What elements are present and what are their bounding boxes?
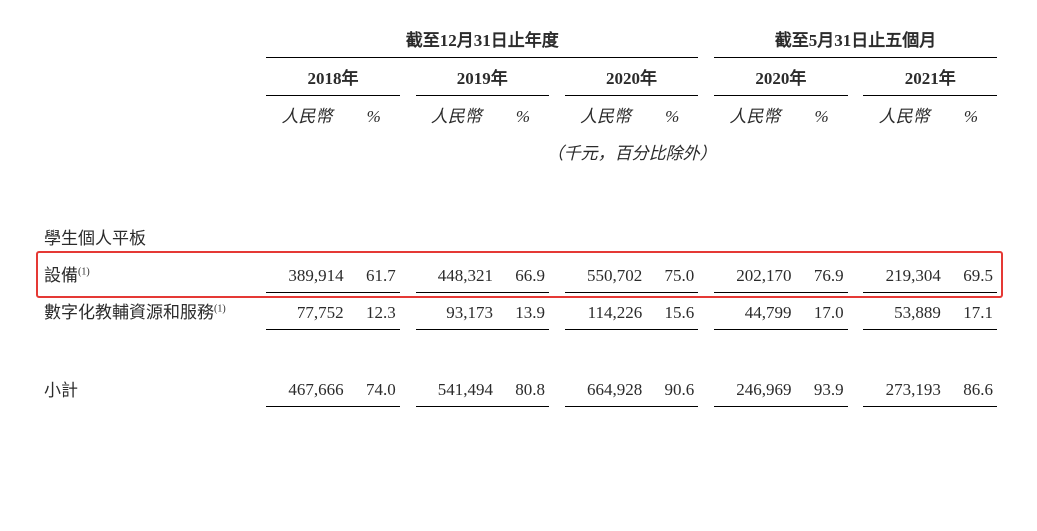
row-digital-note: (1) [214,303,226,314]
device-2020-pct: 75.0 [646,255,698,292]
device-2019-rmb: 448,321 [416,255,497,292]
digital-2021-5m-rmb: 53,889 [863,292,944,329]
year-2020-5m: 2020年 [714,58,847,96]
year-2021-5m: 2021年 [863,58,997,96]
digital-2020-5m-rmb: 44,799 [714,292,795,329]
subtotal-2019-rmb: 541,494 [416,370,497,407]
section-title: 學生個人平板 [40,218,997,255]
period-five-month: 截至5月31日止五個月 [714,20,997,58]
device-2020-rmb: 550,702 [565,255,646,292]
subtotal-2018-pct: 74.0 [348,370,400,407]
col-pct-2020-5m: % [796,96,848,134]
col-rmb-2020-5m: 人民幣 [714,96,795,134]
digital-2019-pct: 13.9 [497,292,549,329]
row-device-note: (1) [78,266,90,277]
col-pct-2020: % [646,96,698,134]
digital-2020-pct: 15.6 [646,292,698,329]
subtotal-2020-rmb: 664,928 [565,370,646,407]
year-2018: 2018年 [266,58,399,96]
col-pct-2021-5m: % [945,96,997,134]
subtotal-2018-rmb: 467,666 [266,370,347,407]
col-pct-2018: % [348,96,400,134]
col-rmb-2021-5m: 人民幣 [863,96,944,134]
header-period-groups: 截至12月31日止年度 截至5月31日止五個月 [40,20,997,58]
row-digital-label-text: 數字化教輔資源和服務 [44,303,214,322]
digital-2018-rmb: 77,752 [266,292,347,329]
subtotal-2020-pct: 90.6 [646,370,698,407]
row-digital-label: 數字化教輔資源和服務(1) [40,292,266,329]
financial-table-container: 截至12月31日止年度 截至5月31日止五個月 2018年 2019年 2020… [40,20,997,407]
period-full-year: 截至12月31日止年度 [266,20,698,58]
row-subtotal: 小計 467,666 74.0 541,494 80.8 664,928 90.… [40,370,997,407]
unit-note: （千元，百分比除外） [266,133,997,170]
financial-table: 截至12月31日止年度 截至5月31日止五個月 2018年 2019年 2020… [40,20,997,407]
device-2019-pct: 66.9 [497,255,549,292]
device-2018-rmb: 389,914 [266,255,347,292]
subtotal-2020-5m-pct: 93.9 [796,370,848,407]
row-device: 設備(1) 389,914 61.7 448,321 66.9 550,702 … [40,255,997,292]
row-device-label: 設備(1) [40,255,266,292]
device-2021-5m-rmb: 219,304 [863,255,944,292]
digital-2020-rmb: 114,226 [565,292,646,329]
device-2020-5m-pct: 76.9 [796,255,848,292]
device-2020-5m-rmb: 202,170 [714,255,795,292]
col-rmb-2019: 人民幣 [416,96,497,134]
digital-2020-5m-pct: 17.0 [796,292,848,329]
header-rmb-pct: 人民幣 % 人民幣 % 人民幣 % 人民幣 % 人民幣 % [40,96,997,134]
digital-2019-rmb: 93,173 [416,292,497,329]
subtotal-2020-5m-rmb: 246,969 [714,370,795,407]
row-subtotal-label: 小計 [40,370,266,407]
col-rmb-2020: 人民幣 [565,96,646,134]
header-years: 2018年 2019年 2020年 2020年 2021年 [40,58,997,96]
subtotal-2021-5m-pct: 86.6 [945,370,997,407]
row-device-label-text: 設備 [44,266,78,285]
row-digital: 數字化教輔資源和服務(1) 77,752 12.3 93,173 13.9 11… [40,292,997,329]
header-unit-note: （千元，百分比除外） [40,133,997,170]
subtotal-2021-5m-rmb: 273,193 [863,370,944,407]
year-2020: 2020年 [565,58,698,96]
digital-2021-5m-pct: 17.1 [945,292,997,329]
subtotal-2019-pct: 80.8 [497,370,549,407]
digital-2018-pct: 12.3 [348,292,400,329]
col-pct-2019: % [497,96,549,134]
device-2021-5m-pct: 69.5 [945,255,997,292]
device-2018-pct: 61.7 [348,255,400,292]
year-2019: 2019年 [416,58,549,96]
section-row: 學生個人平板 [40,218,997,255]
col-rmb-2018: 人民幣 [266,96,347,134]
